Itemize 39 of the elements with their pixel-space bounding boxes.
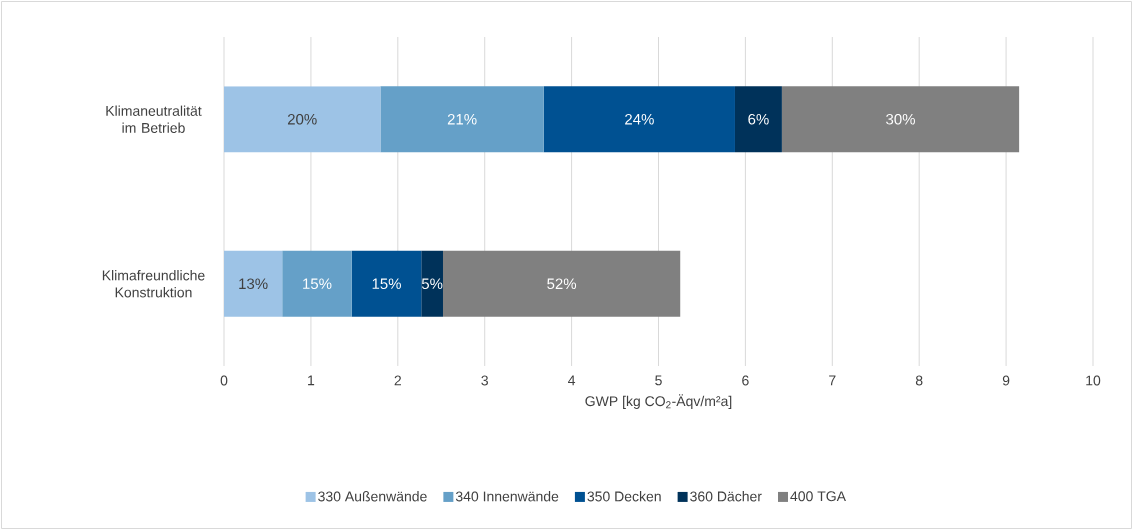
x-tick-label: 0 <box>220 375 228 386</box>
annotation: 13% <box>239 278 268 290</box>
annotation: 52% <box>547 278 577 290</box>
x-tick-label: 1 <box>308 375 315 386</box>
annotation: 5% <box>421 278 443 290</box>
x-tick-label: 4 <box>568 375 576 386</box>
x-tick-label: 7 <box>829 375 836 386</box>
legend-label: 350 Decken <box>587 491 661 502</box>
bar <box>224 86 381 153</box>
x-tick-label: 9 <box>1002 375 1010 386</box>
annotation: 15% <box>372 278 401 290</box>
bar <box>543 86 735 153</box>
x-tick-label: 6 <box>742 375 749 386</box>
legend-label: 340 Innenwände <box>455 491 559 502</box>
annotation: 30% <box>886 113 915 125</box>
bar <box>781 86 1020 153</box>
bar <box>351 250 422 317</box>
x-tick-label: 5 <box>655 375 662 386</box>
bar <box>734 86 782 153</box>
bar <box>224 250 283 317</box>
annotation: 24% <box>625 113 654 125</box>
x-tick-label: 3 <box>481 375 488 386</box>
annotation: 21% <box>447 113 477 125</box>
annotation: 15% <box>303 278 332 290</box>
legend-label: 330 Außenwände <box>318 491 427 502</box>
annotation: 6% <box>748 113 769 125</box>
y-tick-label: Klimafreundliche Konstruktion <box>102 270 205 298</box>
x-tick-label: 2 <box>394 375 401 386</box>
bar <box>282 250 352 317</box>
bar <box>380 86 544 153</box>
annotation: 20% <box>287 113 317 125</box>
legend-label: 360 Dächer <box>690 491 762 502</box>
x-tick-label: 8 <box>915 375 923 386</box>
x-axis-title: GWP [kg CO$_{2}$-Äqv/m²a] <box>585 394 732 409</box>
bar <box>421 250 443 317</box>
bar <box>442 250 681 317</box>
legend-label: 400 TGA <box>790 491 846 502</box>
x-tick-label: 10 <box>1086 375 1101 386</box>
y-tick-label: Klimaneutralität im Betrieb <box>106 105 202 133</box>
